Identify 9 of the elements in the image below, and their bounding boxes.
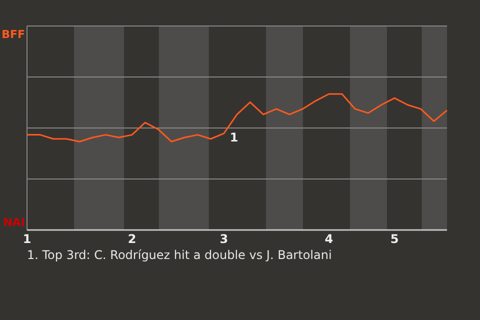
x-tick-label: 2 [128,232,136,246]
annotation: 1 [230,130,238,144]
x-tick-label: 5 [390,232,399,246]
text: 1. Top 3rd: C. Rodríguez hit a double vs J. Bartolani [27,248,332,262]
text: NAI [3,216,25,229]
x-tick-label: 3 [220,232,228,246]
x-tick-label: 1 [22,232,32,246]
x-tick-label: 4 [324,232,334,246]
text: BFF [2,28,25,41]
